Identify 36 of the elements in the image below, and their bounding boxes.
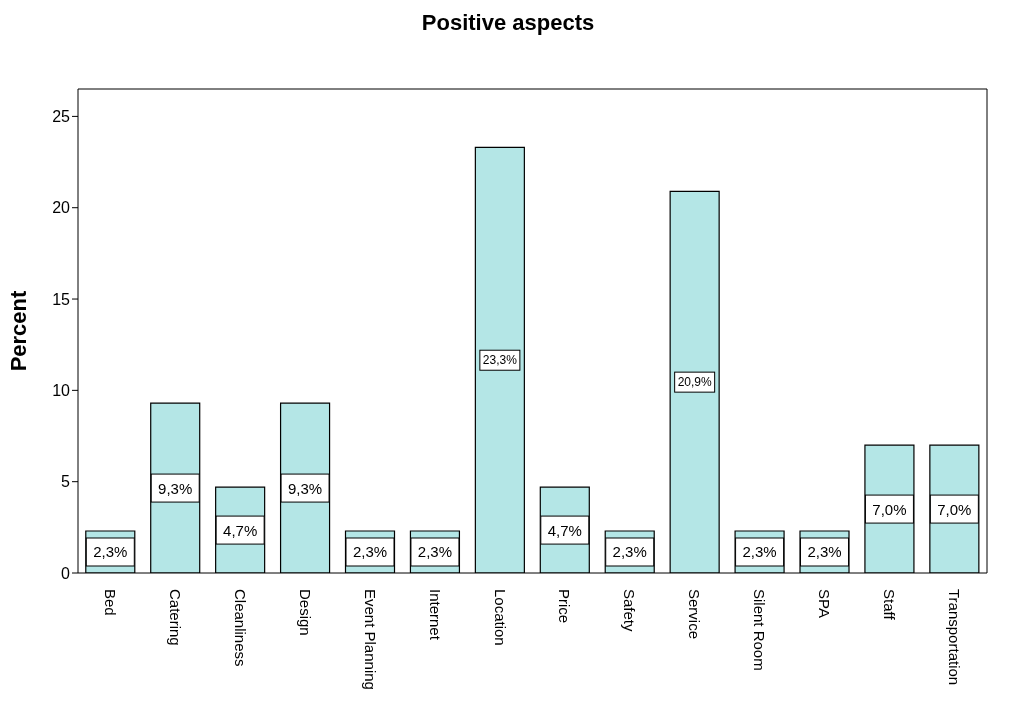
x-tick-label: Bed <box>101 589 119 616</box>
x-tick-label: Catering <box>166 589 184 646</box>
y-tick-label: 5 <box>61 473 71 491</box>
x-tick-label: Design <box>296 589 314 636</box>
data-label: 2,3% <box>352 543 388 561</box>
chart-title: Positive aspects <box>420 9 596 37</box>
x-tick-label: Location <box>491 589 509 646</box>
data-label: 20,9% <box>677 375 712 390</box>
data-label: 4,7% <box>223 521 258 539</box>
data-label: 9,3% <box>287 479 323 497</box>
data-label: 7,0% <box>937 500 972 518</box>
x-tick-label: Event Planning <box>361 589 379 690</box>
data-label: 7,0% <box>872 500 907 518</box>
data-label: 2,3% <box>742 543 777 561</box>
data-label: 23,3% <box>482 353 518 368</box>
x-tick-label: Safety <box>621 589 639 633</box>
x-tick-label: Transportation <box>946 589 964 686</box>
y-tick-label: 20 <box>52 199 71 217</box>
data-label: 2,3% <box>93 543 128 561</box>
data-label: 2,3% <box>807 543 842 561</box>
y-tick-label: 10 <box>52 382 71 400</box>
x-tick-label: Internet <box>426 589 444 641</box>
x-tick-label: Service <box>686 589 704 640</box>
data-label: 9,3% <box>158 479 193 497</box>
y-tick-label: 0 <box>61 564 71 582</box>
y-tick-label: 15 <box>52 290 71 308</box>
x-tick-label: Cleanliness <box>231 589 249 667</box>
x-tick-label: SPA <box>816 589 834 618</box>
y-axis-title: Percent <box>5 289 31 372</box>
x-tick-label: Price <box>556 589 574 624</box>
data-label: 2,3% <box>417 543 453 561</box>
y-tick-label: 25 <box>52 108 71 126</box>
x-tick-label: Silent Room <box>751 589 769 671</box>
data-label: 4,7% <box>547 521 582 539</box>
x-tick-label: Staff <box>881 589 899 621</box>
data-label: 2,3% <box>612 543 647 561</box>
